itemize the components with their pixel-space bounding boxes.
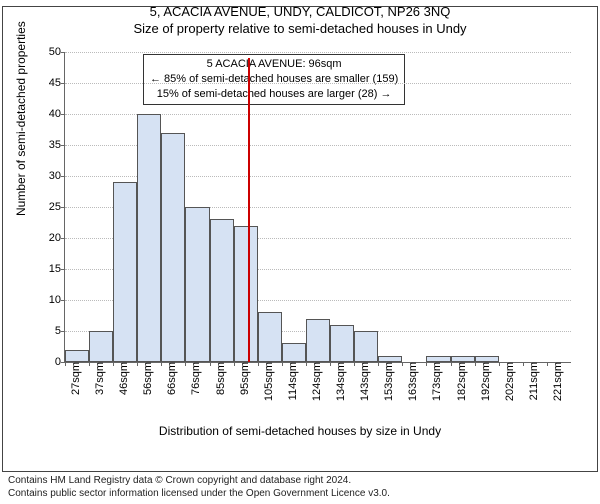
xtick-label: 143sqm — [357, 362, 371, 401]
xtick-mark — [378, 362, 379, 366]
xtick-label: 37sqm — [92, 362, 106, 395]
xtick-mark — [137, 362, 138, 366]
xtick-label: 182sqm — [454, 362, 468, 401]
xtick-label: 211sqm — [526, 362, 540, 400]
footer-attribution: Contains HM Land Registry data © Crown c… — [8, 475, 390, 500]
ytick-label: 25 — [49, 201, 65, 213]
xtick-mark — [354, 362, 355, 366]
bar — [282, 343, 306, 362]
xtick-mark — [426, 362, 427, 366]
xtick-mark — [185, 362, 186, 366]
ytick-label: 30 — [49, 170, 65, 182]
callout-line-3: 15% of semi-detached houses are larger (… — [150, 87, 398, 102]
xtick-label: 46sqm — [116, 362, 130, 395]
x-axis-label: Distribution of semi-detached houses by … — [20, 424, 580, 438]
bar — [161, 133, 185, 362]
bar — [306, 319, 330, 362]
xtick-mark — [161, 362, 162, 366]
callout-line-1: 5 ACACIA AVENUE: 96sqm — [150, 57, 398, 72]
xtick-label: 202sqm — [502, 362, 516, 401]
xtick-label: 134sqm — [333, 362, 347, 401]
xtick-label: 153sqm — [381, 362, 395, 401]
xtick-mark — [282, 362, 283, 366]
title-sub: Size of property relative to semi-detach… — [0, 21, 600, 36]
ytick-label: 20 — [49, 232, 65, 244]
bar — [89, 331, 113, 362]
plot-region: 5 ACACIA AVENUE: 96sqm ← 85% of semi-det… — [64, 52, 571, 363]
y-axis-label: Number of semi-detached properties — [14, 21, 28, 216]
bar — [354, 331, 378, 362]
xtick-mark — [113, 362, 114, 366]
xtick-label: 76sqm — [188, 362, 202, 395]
xtick-mark — [499, 362, 500, 366]
footer-line-1: Contains HM Land Registry data © Crown c… — [8, 475, 390, 488]
xtick-mark — [306, 362, 307, 366]
title-main: 5, ACACIA AVENUE, UNDY, CALDICOT, NP26 3… — [0, 4, 600, 19]
xtick-mark — [451, 362, 452, 366]
ytick-label: 40 — [49, 108, 65, 120]
xtick-mark — [210, 362, 211, 366]
ytick-label: 50 — [49, 46, 65, 58]
chart-area: Number of semi-detached properties 5 ACA… — [20, 46, 580, 436]
callout-box: 5 ACACIA AVENUE: 96sqm ← 85% of semi-det… — [143, 54, 405, 105]
xtick-label: 114sqm — [285, 362, 299, 400]
xtick-mark — [258, 362, 259, 366]
bar — [65, 350, 89, 362]
xtick-label: 192sqm — [478, 362, 492, 401]
ytick-label: 45 — [49, 77, 65, 89]
bar — [258, 312, 282, 362]
xtick-label: 85sqm — [213, 362, 227, 395]
bar — [113, 182, 137, 362]
xtick-label: 27sqm — [68, 362, 82, 395]
reference-line — [248, 58, 250, 362]
bar — [137, 114, 161, 362]
xtick-mark — [475, 362, 476, 366]
callout-line-2: ← 85% of semi-detached houses are smalle… — [150, 72, 398, 87]
ytick-label: 15 — [49, 263, 65, 275]
xtick-mark — [89, 362, 90, 366]
xtick-mark — [234, 362, 235, 366]
xtick-label: 163sqm — [405, 362, 419, 401]
gridline — [65, 52, 571, 53]
xtick-label: 105sqm — [261, 362, 275, 401]
gridline — [65, 83, 571, 84]
xtick-label: 221sqm — [550, 362, 564, 401]
xtick-label: 173sqm — [429, 362, 443, 401]
bar — [330, 325, 354, 362]
xtick-label: 124sqm — [309, 362, 323, 401]
ytick-label: 10 — [49, 294, 65, 306]
xtick-mark — [523, 362, 524, 366]
xtick-label: 95sqm — [237, 362, 251, 395]
xtick-mark — [402, 362, 403, 366]
xtick-mark — [330, 362, 331, 366]
xtick-label: 56sqm — [140, 362, 154, 395]
ytick-label: 35 — [49, 139, 65, 151]
bar — [210, 219, 234, 362]
footer-line-2: Contains public sector information licen… — [8, 488, 390, 501]
xtick-label: 66sqm — [164, 362, 178, 395]
ytick-label: 5 — [55, 325, 65, 337]
ytick-label: 0 — [55, 356, 65, 368]
bar — [234, 226, 258, 362]
xtick-mark — [547, 362, 548, 366]
bar — [185, 207, 209, 362]
xtick-mark — [65, 362, 66, 366]
